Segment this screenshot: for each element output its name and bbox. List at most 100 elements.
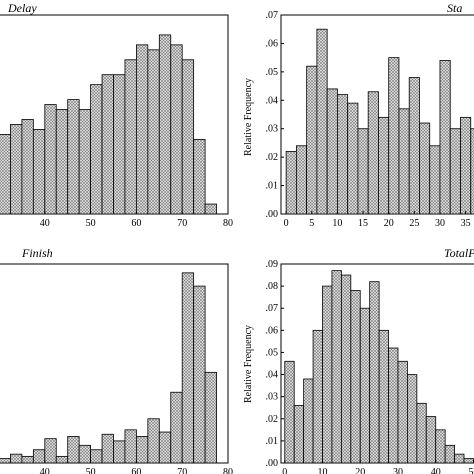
histogram-bar: [337, 94, 349, 215]
histogram-bar: [284, 360, 295, 464]
histogram-bar: [306, 65, 318, 215]
histogram-bar: [460, 116, 472, 215]
histogram-bar: [347, 102, 359, 215]
histogram-bar: [0, 458, 11, 464]
histogram-bar: [135, 44, 149, 215]
x-tick-label: 35: [461, 218, 471, 229]
histogram-bar: [454, 453, 465, 464]
histogram-bar: [32, 449, 46, 464]
y-tick-label: .05: [266, 347, 279, 358]
histogram-bar: [90, 449, 103, 464]
histogram-bar: [32, 129, 46, 215]
histogram-bar: [147, 49, 160, 215]
x-tick-label: 40: [431, 467, 441, 474]
x-tick-label: 80: [223, 218, 233, 229]
histogram-bar: [350, 290, 361, 464]
histogram-bar: [367, 91, 379, 215]
x-axis: 40 50 60 70 80: [40, 460, 233, 474]
histogram-bar: [378, 116, 390, 215]
histogram-bar: [158, 431, 172, 464]
histogram-bar: [408, 77, 420, 215]
bar-group: [0, 272, 217, 464]
bar-group: [284, 270, 474, 464]
x-tick-label: 70: [177, 218, 187, 229]
histogram-bar: [170, 44, 183, 215]
histogram-bar: [378, 329, 389, 464]
x-tick-label: 30: [435, 218, 445, 229]
panel-title: Sta: [447, 1, 462, 15]
histogram-bar: [78, 109, 92, 215]
histogram-bar: [419, 122, 431, 215]
x-tick-label: 10: [332, 218, 342, 229]
histogram-bar: [316, 28, 328, 215]
panel-sta: Sta Relative Frequency .00.01.02.03.04.0…: [243, 1, 474, 229]
histogram-bar: [388, 347, 399, 464]
y-tick-label: .01: [266, 436, 279, 447]
histogram-bar: [10, 453, 23, 464]
x-axis: 40 50 60 70 80: [40, 211, 233, 229]
y-tick-label: .06: [266, 325, 279, 336]
histogram-bar: [303, 378, 314, 464]
histogram-bar: [295, 145, 308, 215]
histogram-bar: [340, 274, 352, 464]
histogram-bar: [388, 57, 400, 215]
y-tick-label: .00: [266, 209, 279, 220]
histogram-bar: [285, 151, 297, 215]
x-tick-label: 80: [223, 467, 233, 474]
histogram-bar: [181, 59, 195, 215]
histogram-bar: [67, 436, 80, 464]
x-tick-label: 0: [284, 218, 289, 229]
histogram-bar: [55, 455, 69, 464]
histogram-bar: [463, 458, 474, 464]
x-tick-label: 30: [393, 467, 403, 474]
histogram-bar: [113, 440, 126, 464]
x-tick-label: 25: [409, 218, 419, 229]
histogram-bar: [444, 444, 455, 464]
x-tick-label: 70: [177, 467, 187, 474]
histogram-bar: [67, 99, 80, 215]
histogram-bar: [407, 374, 418, 464]
histogram-bar: [326, 88, 338, 215]
y-tick-label: .03: [266, 124, 279, 135]
panel-title: Finish: [21, 246, 53, 260]
x-tick-label: 10: [318, 467, 328, 474]
histogram-bar: [416, 402, 427, 464]
y-tick-label: .07: [266, 303, 279, 314]
histogram-bar: [124, 429, 137, 464]
x-tick-label: 0: [282, 467, 287, 474]
histogram-bar: [181, 272, 195, 464]
histogram-bar: [113, 74, 126, 215]
histogram-bar: [470, 128, 474, 215]
histogram-bar: [359, 307, 371, 464]
y-tick-label: .00: [266, 458, 279, 469]
histogram-bar: [357, 128, 369, 215]
y-axis: .00 .01 .02 .03 .04 .05 .06 .07: [266, 10, 284, 220]
x-tick-label: 15: [358, 218, 368, 229]
x-tick-label: 60: [131, 218, 141, 229]
histogram-bar: [0, 133, 11, 215]
histogram-bar: [170, 391, 183, 464]
histogram-bar: [78, 444, 92, 464]
histogram-bar: [21, 119, 34, 215]
histogram-bar: [10, 124, 23, 215]
x-axis: 0 5 10 15 20 25 30 35: [284, 211, 471, 229]
x-tick-label: 60: [131, 467, 141, 474]
histogram-bar: [124, 59, 137, 215]
x-tick-label: 40: [40, 467, 50, 474]
x-tick-label: 5: [309, 218, 314, 229]
x-tick-label: 50: [86, 218, 96, 229]
panel-title: TotalP: [444, 246, 474, 260]
y-tick-label: .02: [266, 152, 279, 163]
histogram-bar: [449, 128, 461, 215]
y-tick-label: .04: [266, 95, 279, 106]
histogram-bar: [425, 416, 437, 464]
y-tick-label: .06: [266, 38, 279, 49]
histogram-bar: [55, 109, 69, 215]
y-axis-label: Relative Frequency: [243, 325, 254, 403]
histogram-bar: [397, 360, 408, 464]
y-tick-label: .03: [266, 392, 279, 403]
bar-group: [285, 28, 474, 215]
x-tick-label: 50: [86, 467, 96, 474]
y-axis: .00 .01 .02 .03 .04 .05 .06 .07 .08 .09: [266, 259, 284, 469]
